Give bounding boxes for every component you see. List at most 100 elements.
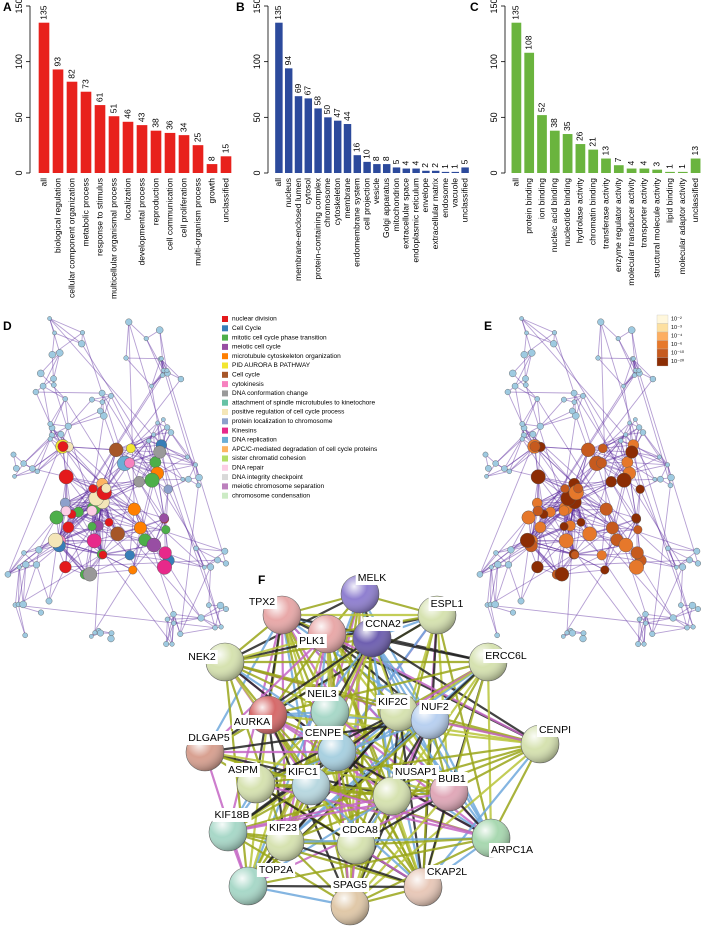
value-label: 43 — [136, 112, 146, 122]
ppi-edge — [267, 660, 489, 717]
network-edge — [153, 419, 164, 435]
network-edge — [23, 434, 53, 464]
network-node — [144, 472, 160, 488]
network-edge — [173, 613, 202, 619]
network-edge — [540, 410, 573, 427]
legend-label: PID AURORA B PATHWAY — [232, 362, 311, 369]
x-tick-label: nucleic acid binding — [549, 178, 559, 252]
network-edge — [577, 448, 604, 489]
network-edge — [148, 440, 188, 458]
network-edge — [49, 398, 66, 425]
network-edge — [490, 553, 575, 605]
ppi-edge — [227, 830, 424, 889]
ppi-edge — [284, 719, 431, 843]
network-edge — [642, 432, 668, 466]
ppi-label-box — [297, 634, 327, 648]
ppi-label-box — [226, 763, 260, 777]
network-node — [97, 629, 104, 637]
network-edge — [577, 488, 613, 529]
network-node — [82, 567, 98, 582]
bar — [562, 134, 573, 173]
network-edge — [525, 352, 533, 379]
network-node — [109, 442, 124, 458]
bar — [136, 125, 148, 173]
network-edge — [64, 527, 69, 568]
bar — [94, 105, 106, 173]
network-edge — [540, 415, 576, 427]
network-node — [207, 563, 215, 571]
network-edge — [49, 318, 162, 446]
network-edge — [494, 564, 499, 605]
bar — [324, 117, 332, 173]
network-node — [632, 372, 638, 378]
legend-label: meiotic cell cycle — [232, 344, 281, 351]
network-node — [550, 340, 558, 348]
network-node — [631, 356, 636, 361]
x-tick-label: endosome — [440, 178, 450, 218]
network-edge — [82, 332, 181, 635]
x-tick-label: molecular transducer activity — [626, 177, 636, 285]
network-edge — [91, 395, 112, 401]
network-node — [573, 483, 584, 494]
ppi-label-box — [302, 726, 344, 740]
ppi-label-box — [376, 695, 410, 709]
network-edge — [637, 623, 647, 645]
network-node — [511, 382, 519, 390]
x-tick-label: cell projection — [361, 178, 371, 230]
network-edge — [165, 623, 175, 645]
bar — [382, 164, 391, 173]
network-node — [643, 620, 649, 626]
network-edge — [637, 614, 646, 645]
network-edge — [200, 617, 222, 628]
y-tick-label: 150 — [252, 0, 262, 14]
network-edge — [512, 352, 533, 374]
x-tick-label: multi-organism process — [192, 178, 202, 266]
network-node — [64, 422, 72, 430]
network-node — [528, 349, 536, 357]
network-edge — [637, 619, 640, 645]
network-node — [618, 438, 624, 444]
network-node — [679, 563, 687, 571]
network-edge — [148, 427, 168, 442]
value-label: 35 — [562, 121, 572, 131]
network-node — [628, 326, 636, 334]
network-edge — [667, 547, 699, 564]
bar — [639, 168, 650, 173]
ppi-edge — [247, 836, 492, 888]
network-edge — [573, 544, 626, 555]
network-edge — [598, 357, 634, 360]
network-node — [221, 547, 229, 555]
network-node — [159, 356, 164, 361]
network-node — [569, 407, 576, 415]
network-edge — [651, 566, 684, 635]
x-tick-label: envelope — [420, 178, 430, 213]
value-label: 135 — [273, 5, 283, 19]
network-edge — [597, 322, 602, 359]
value-label: 4 — [410, 161, 420, 166]
network-edge — [537, 559, 690, 568]
network-node — [171, 620, 177, 626]
network-node — [509, 369, 517, 378]
value-label: 36 — [164, 120, 174, 130]
network-node — [521, 510, 536, 525]
network-node — [524, 330, 529, 336]
ppi-label-box — [186, 731, 232, 745]
network-edge — [543, 513, 576, 556]
network-node — [507, 546, 515, 554]
ppi-label: TPX2 — [249, 596, 275, 608]
network-edge — [17, 604, 26, 636]
network-edge — [604, 527, 613, 571]
network-edge — [129, 509, 135, 556]
network-edge — [65, 559, 218, 568]
network-edge — [543, 370, 636, 515]
y-tick-label: 100 — [252, 54, 262, 69]
network-node — [47, 436, 53, 442]
network-edge — [40, 352, 61, 374]
ppi-edge — [267, 714, 424, 888]
network-edge — [14, 567, 20, 606]
network-edge — [588, 444, 634, 451]
bar — [284, 68, 293, 173]
network-node — [10, 451, 17, 458]
network-edge — [160, 358, 199, 486]
bar — [150, 130, 162, 173]
